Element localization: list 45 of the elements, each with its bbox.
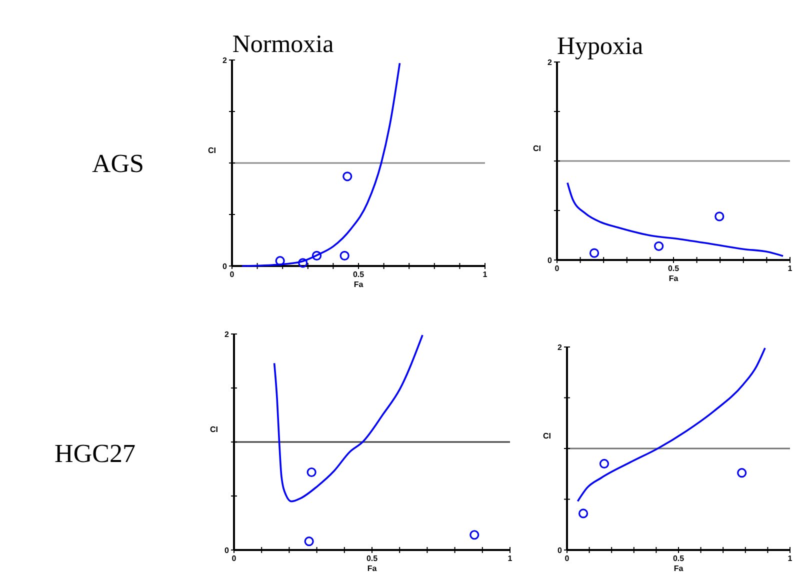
point bbox=[599, 458, 610, 469]
line-series bbox=[273, 334, 424, 502]
x-axis-title: Fa bbox=[367, 564, 378, 573]
text: AGS bbox=[92, 149, 144, 178]
point bbox=[589, 248, 600, 258]
y-tick-label: 2 bbox=[548, 58, 553, 67]
x-axis-title: Fa bbox=[354, 280, 364, 289]
x-axis-title: Fa bbox=[668, 274, 679, 283]
point bbox=[342, 172, 352, 182]
y-tick-label: 2 bbox=[558, 343, 563, 352]
line-series bbox=[566, 182, 784, 257]
x-tick-label: 0.5 bbox=[366, 554, 378, 563]
point bbox=[312, 250, 322, 260]
x-tick-label: 1 bbox=[788, 264, 793, 273]
x-tick-label: 1 bbox=[788, 554, 793, 563]
point bbox=[340, 250, 350, 260]
chart-title: Hypoxia bbox=[556, 33, 644, 60]
point bbox=[306, 467, 316, 478]
point bbox=[304, 536, 314, 546]
point bbox=[654, 241, 664, 251]
x-axis-title: Fa bbox=[674, 564, 684, 573]
point bbox=[275, 256, 285, 266]
x-tick-label: 0 bbox=[564, 554, 570, 563]
y-axis-title: CI bbox=[210, 425, 218, 434]
point bbox=[298, 258, 308, 268]
x-tick-label: 1 bbox=[482, 270, 488, 279]
text: HGC27 bbox=[54, 439, 136, 468]
chart-title: Normoxia bbox=[232, 31, 334, 58]
x-tick-label: 1 bbox=[508, 554, 513, 563]
point bbox=[470, 530, 480, 540]
y-axis-title: CI bbox=[208, 146, 216, 155]
x-tick-label: 0.5 bbox=[668, 264, 680, 273]
y-tick-label: 2 bbox=[224, 330, 230, 339]
line-series bbox=[241, 62, 401, 267]
point bbox=[737, 468, 747, 478]
y-axis-title: CI bbox=[533, 144, 541, 153]
y-tick-label: 2 bbox=[222, 56, 228, 65]
point bbox=[714, 212, 724, 222]
x-tick-label: 0.5 bbox=[672, 554, 685, 563]
line-series bbox=[576, 347, 766, 502]
x-tick-label: 0.5 bbox=[352, 270, 365, 279]
point bbox=[578, 508, 588, 518]
y-tick-label: 0 bbox=[224, 546, 230, 555]
x-tick-label: 0 bbox=[232, 554, 237, 563]
y-axis-title: CI bbox=[543, 432, 551, 440]
